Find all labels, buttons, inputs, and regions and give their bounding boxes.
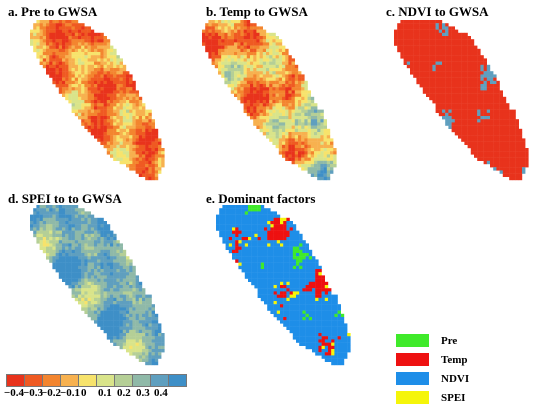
legend-label: Temp [441,353,468,366]
colorbar-swatch [42,374,61,387]
colorbar [6,374,187,387]
colorbar-tick-label: −0.3 [23,387,44,399]
colorbar-tick-label: 0.1 [98,387,112,399]
colorbar-swatch [24,374,43,387]
legend-label: Pre [441,334,458,347]
colorbar-swatch [6,374,25,387]
colorbar-swatch [114,374,133,387]
legend-label: NDVI [441,372,470,385]
map-pre-correlation [30,20,165,181]
legend-item: NDVI [396,369,469,388]
colorbar-tick-label: −0.1 [60,387,81,399]
colorbar-tick-label: −0.4 [4,387,25,399]
colorbar-swatch [132,374,151,387]
dominant-factor-legend: Pre Temp NDVI SPEI [396,331,469,407]
map-temp-correlation [202,20,337,181]
colorbar-swatch [96,374,115,387]
map-dominant-factors [216,205,351,366]
legend-item: Pre [396,331,469,350]
map-spei-correlation [30,205,165,366]
legend-item: SPEI [396,388,469,407]
colorbar-tick-label: −0.2 [41,387,62,399]
legend-item: Temp [396,350,469,369]
map-ndvi-correlation [394,20,529,181]
colorbar-tick-label: 0.3 [136,387,150,399]
panel-d-title: d. SPEI to to GWSA [8,191,122,206]
legend-swatch [396,353,429,366]
legend-swatch [396,391,429,404]
panel-e-title: e. Dominant factors [206,191,316,206]
colorbar-tick-label: 0.4 [154,387,168,399]
panel-c-title: c. NDVI to GWSA [386,4,489,19]
colorbar-tick-label: 0 [81,387,87,399]
legend-label: SPEI [441,391,466,404]
colorbar-swatch [150,374,169,387]
panel-b-title: b. Temp to GWSA [206,4,308,19]
colorbar-swatch [60,374,79,387]
colorbar-tick-label: 0.2 [117,387,131,399]
panel-a-title: a. Pre to GWSA [8,4,98,19]
colorbar-ticks: −0.4 −0.3 −0.2 −0.1 0 0.1 0.2 0.3 0.4 [4,387,204,401]
legend-swatch [396,372,429,385]
legend-swatch [396,334,429,347]
colorbar-swatch [168,374,187,387]
colorbar-swatch [78,374,97,387]
